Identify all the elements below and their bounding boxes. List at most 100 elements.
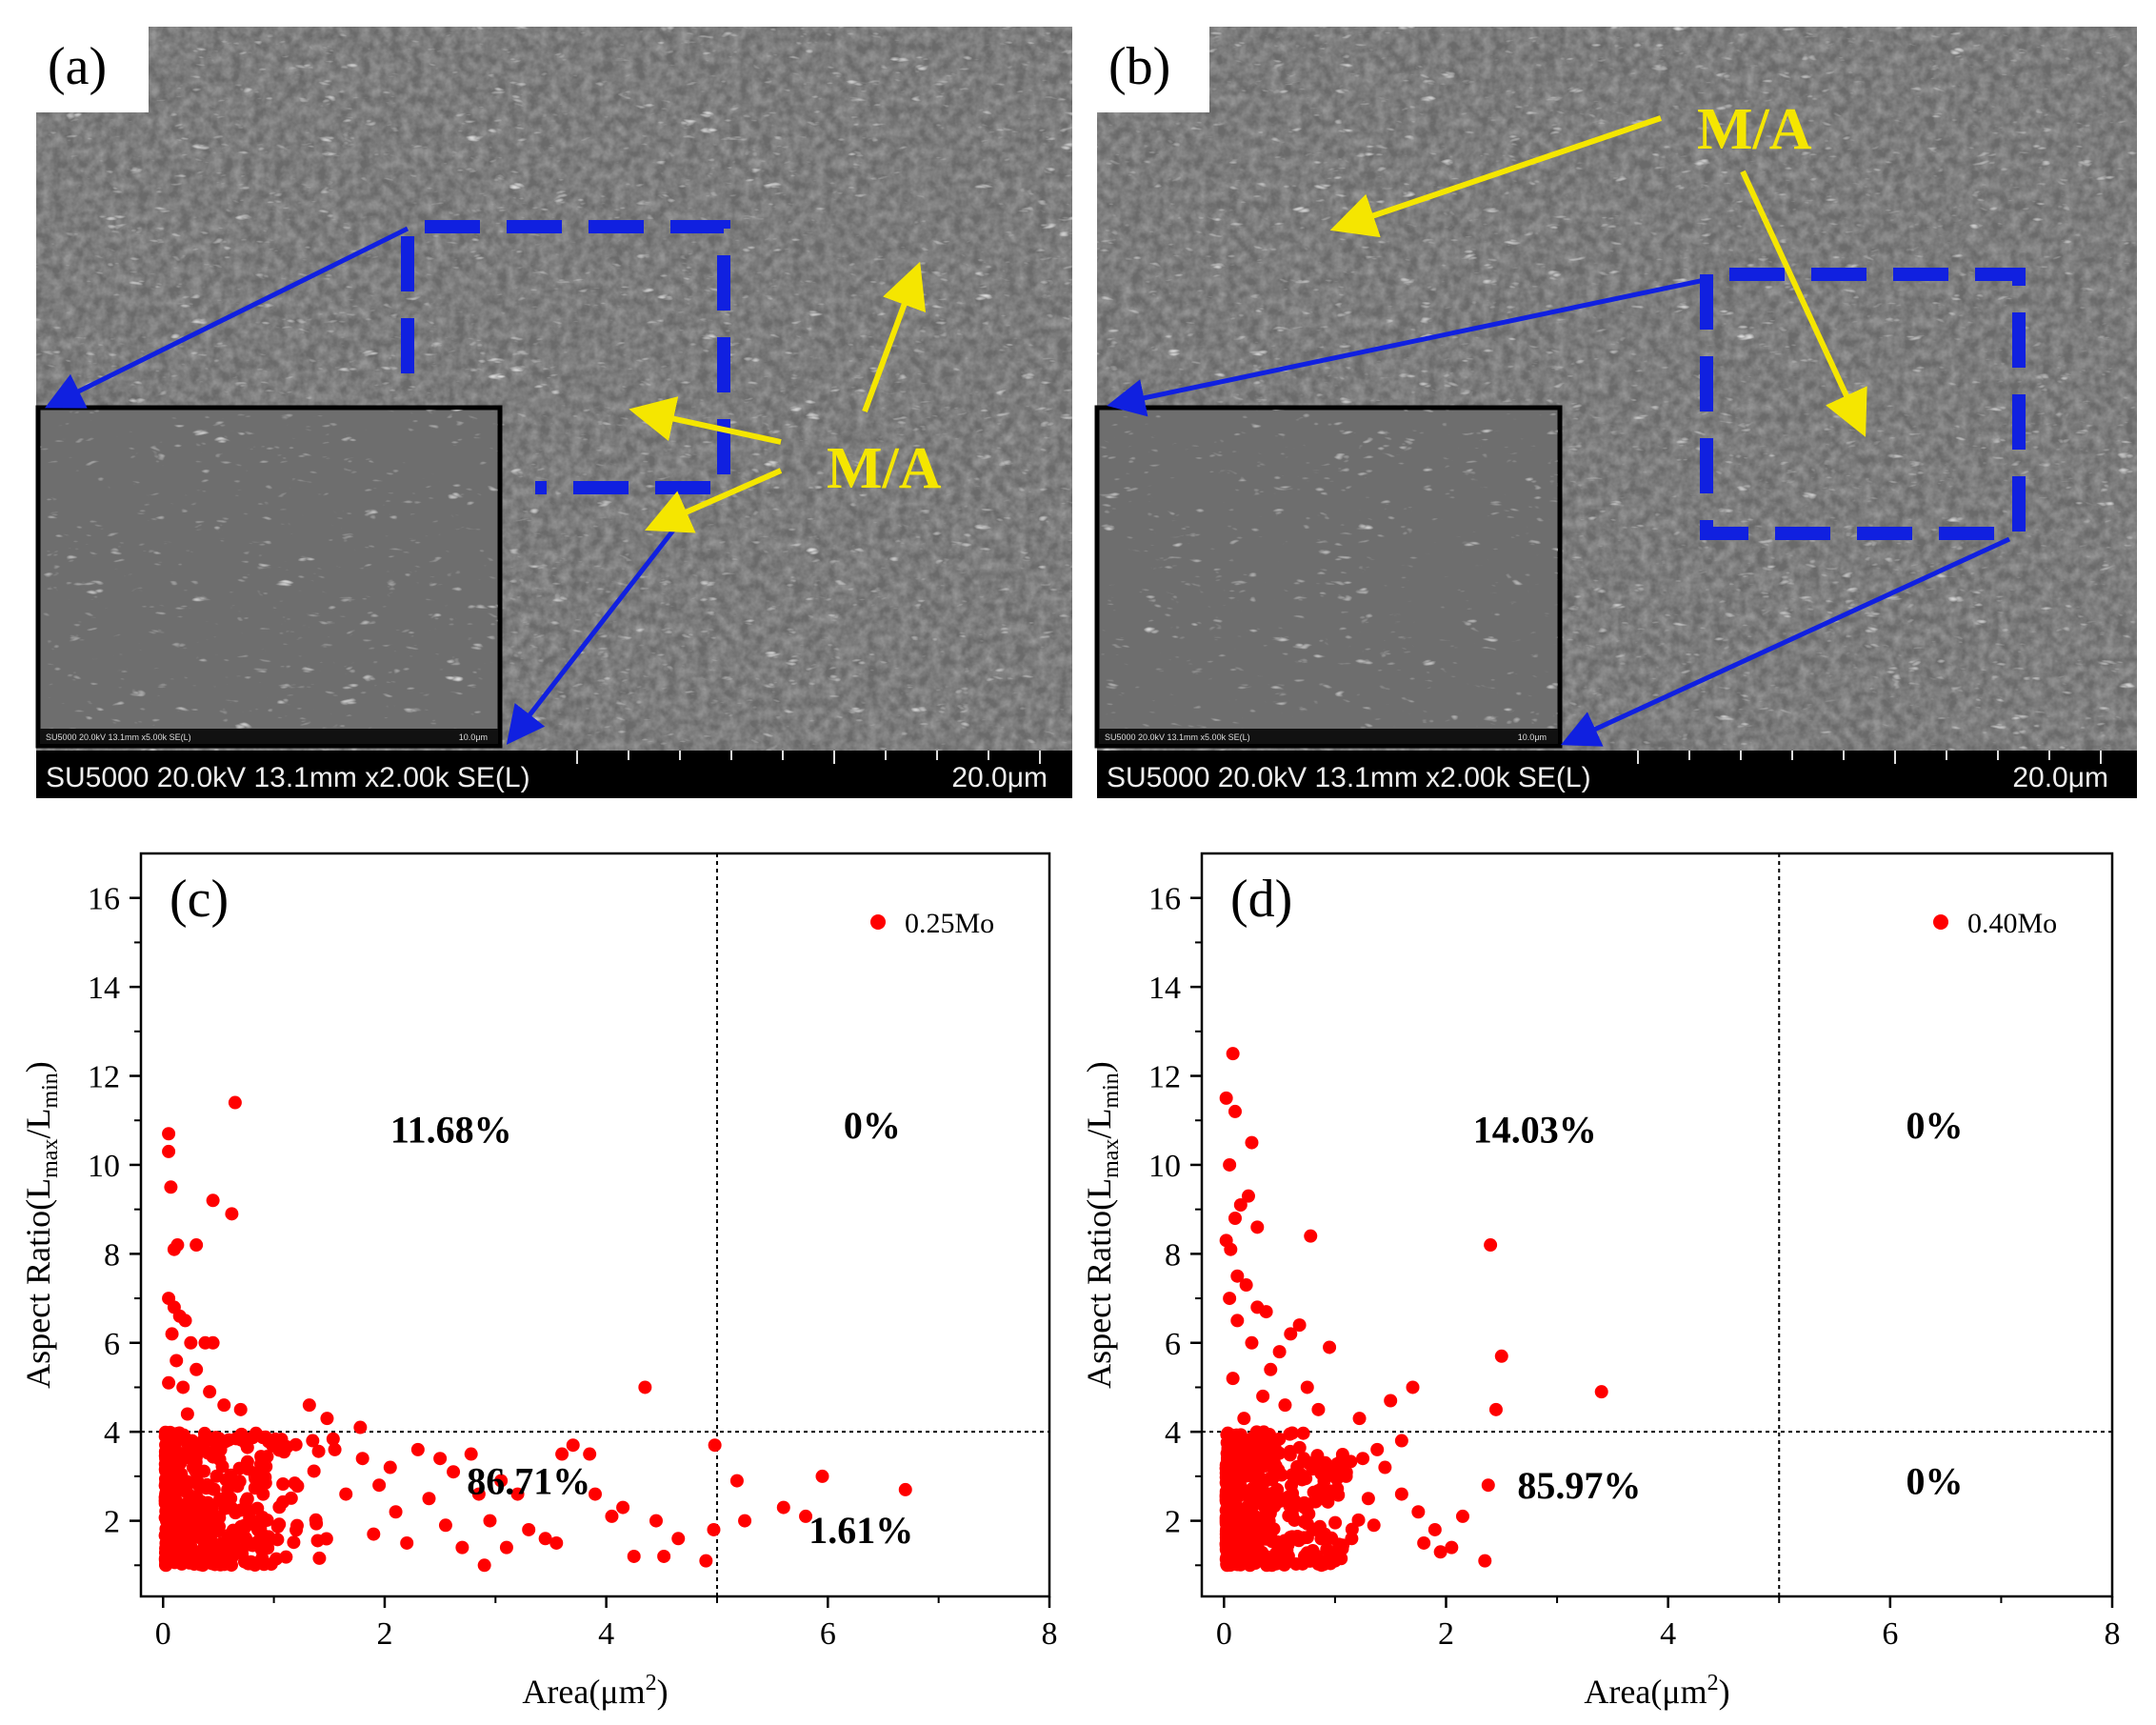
data-point <box>671 1532 686 1546</box>
blue-arrow-a-bottom <box>506 512 688 745</box>
data-point <box>236 1522 250 1536</box>
y-axis-label-sub-min: min <box>38 1073 63 1108</box>
data-point <box>312 1551 327 1565</box>
panel-label-box-a <box>36 27 149 112</box>
data-point <box>1245 1135 1259 1150</box>
data-point <box>1256 1389 1270 1403</box>
data-point <box>1300 1380 1314 1394</box>
data-point <box>1237 1412 1251 1426</box>
data-point <box>1220 1496 1234 1511</box>
data-point <box>240 1440 254 1454</box>
data-point <box>180 1407 194 1421</box>
data-point <box>1594 1385 1608 1399</box>
data-point <box>210 1469 224 1483</box>
data-point <box>162 1127 176 1141</box>
data-point <box>1245 1335 1259 1350</box>
legend-label: 0.25Mo <box>905 908 994 939</box>
data-point <box>311 1444 326 1458</box>
x-axis-label-main: Area(μm <box>522 1673 645 1711</box>
data-point <box>1323 1340 1337 1354</box>
data-point <box>1367 1518 1381 1533</box>
infobar-b <box>1097 751 2137 798</box>
y-axis-label-mid: /L <box>1080 1109 1118 1139</box>
data-point <box>464 1447 478 1461</box>
data-point <box>510 1487 525 1501</box>
inset-texture-a <box>40 410 498 744</box>
data-point <box>302 1398 316 1413</box>
data-point <box>1328 1515 1343 1530</box>
y-axis-label-mid: /L <box>19 1109 57 1139</box>
quadrant-label-upper-right: 0% <box>844 1104 901 1147</box>
data-point <box>183 1445 197 1459</box>
data-point <box>389 1505 403 1519</box>
data-point <box>1292 1318 1307 1333</box>
data-point <box>499 1540 513 1555</box>
data-point <box>1299 1472 1313 1486</box>
data-point <box>1281 1538 1295 1553</box>
data-point <box>422 1492 436 1506</box>
blue-arrow-a-top <box>45 226 409 409</box>
data-point <box>1311 1402 1326 1416</box>
inset-info-a: SU5000 20.0kV 13.1mm x5.00k SE(L) <box>46 732 191 742</box>
data-point <box>372 1478 387 1493</box>
y-tick-label: 4 <box>1165 1415 1181 1451</box>
data-point <box>438 1518 452 1533</box>
roi-box-a <box>401 220 730 494</box>
data-point <box>1378 1460 1392 1474</box>
data-point <box>455 1540 469 1555</box>
data-point <box>1394 1434 1408 1448</box>
data-point <box>1291 1534 1306 1548</box>
y-tick-label: 14 <box>88 971 120 1006</box>
panel-label-box-b <box>1097 27 1209 112</box>
data-point <box>1326 1484 1340 1498</box>
data-point <box>172 1426 187 1440</box>
data-point <box>209 1431 223 1445</box>
data-point <box>307 1464 321 1478</box>
data-point <box>799 1509 813 1523</box>
data-point <box>1229 1553 1244 1567</box>
data-point <box>447 1465 461 1479</box>
data-point <box>1304 1229 1318 1243</box>
data-point <box>165 1327 179 1341</box>
data-point <box>276 1477 290 1492</box>
inset-infobar-a <box>40 729 498 744</box>
x-tick-label: 0 <box>155 1616 171 1652</box>
x-tick-label: 4 <box>598 1616 614 1652</box>
data-point <box>1394 1487 1408 1501</box>
data-point <box>208 1557 222 1572</box>
data-point <box>226 1474 240 1489</box>
data-point <box>1297 1452 1311 1466</box>
data-point <box>898 1482 912 1496</box>
inset-scale-b: 10.0μm <box>1518 732 1547 742</box>
data-point <box>242 1556 256 1571</box>
data-point <box>383 1460 397 1474</box>
data-point <box>162 1144 176 1158</box>
yellow-arrow-a-1 <box>629 396 782 445</box>
data-point <box>1257 1425 1271 1439</box>
data-point <box>1233 1197 1248 1212</box>
data-point <box>1370 1442 1385 1456</box>
x-tick-label: 2 <box>376 1616 392 1652</box>
data-point <box>1284 1327 1298 1341</box>
data-point <box>249 1426 263 1440</box>
data-point <box>1307 1456 1321 1471</box>
data-point <box>184 1489 198 1503</box>
x-tick-label: 0 <box>1216 1616 1232 1652</box>
data-point <box>203 1385 217 1399</box>
x-tick-label: 6 <box>1882 1616 1898 1652</box>
y-tick-label: 6 <box>1165 1327 1181 1362</box>
data-point <box>1361 1492 1375 1506</box>
data-point <box>1247 1497 1261 1512</box>
data-point <box>221 1529 235 1543</box>
data-point <box>549 1535 564 1550</box>
data-point <box>1339 1469 1353 1483</box>
data-point <box>707 1522 721 1536</box>
data-point <box>222 1433 236 1447</box>
data-point <box>538 1532 552 1546</box>
data-point <box>1244 1557 1258 1572</box>
data-point <box>649 1514 663 1528</box>
data-points <box>158 1095 912 1573</box>
data-point <box>260 1450 274 1464</box>
data-point <box>1259 1305 1273 1319</box>
data-point <box>1235 1509 1249 1523</box>
